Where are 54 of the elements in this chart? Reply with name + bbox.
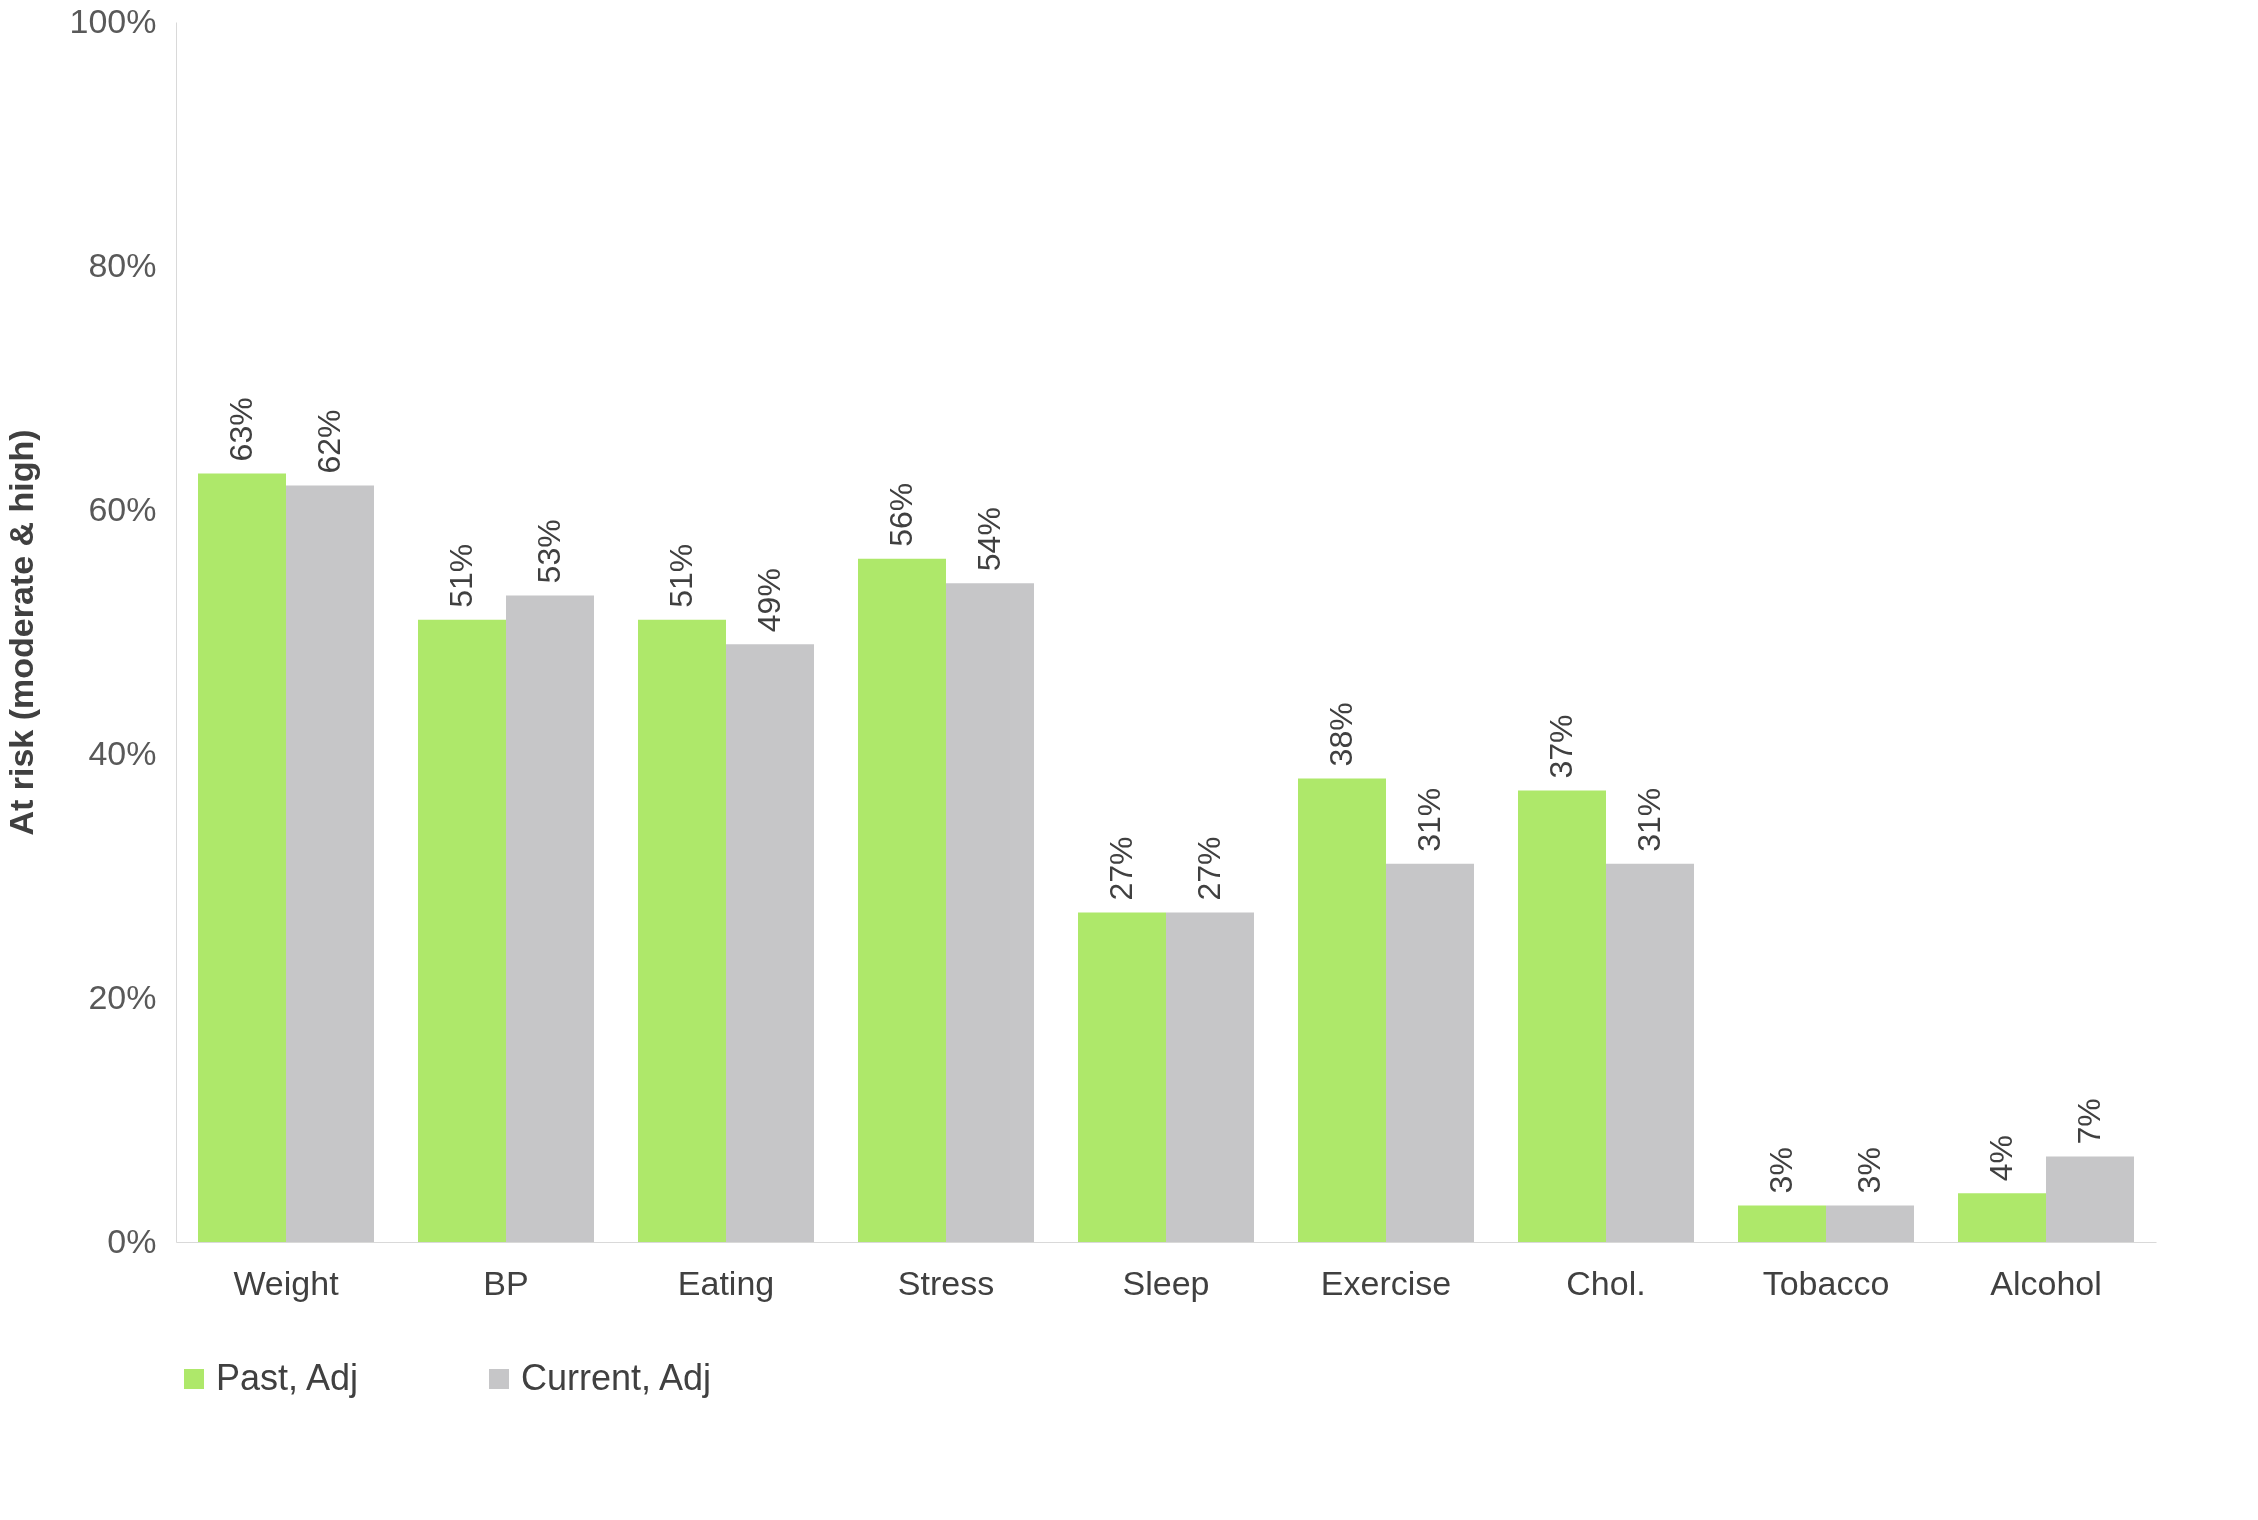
data-label: 3% <box>1851 1147 1887 1194</box>
bar <box>418 619 506 1242</box>
x-tick-label: BP <box>483 1263 529 1302</box>
data-label: 54% <box>971 507 1007 572</box>
data-label: 37% <box>1543 714 1579 779</box>
data-label: 62% <box>311 409 347 474</box>
bar <box>506 595 594 1242</box>
x-tick-label: Tobacco <box>1762 1263 1890 1302</box>
bar <box>1826 1205 1914 1242</box>
bar <box>638 619 726 1242</box>
x-tick-label: Stress <box>897 1263 995 1302</box>
bar <box>1606 863 1694 1242</box>
x-tick-label: Sleep <box>1122 1263 1210 1302</box>
data-label: 7% <box>2071 1098 2107 1145</box>
y-axis-title: At risk (moderate & high) <box>1 429 40 836</box>
legend-label: Current, Adj <box>521 1357 712 1398</box>
bar <box>1518 790 1606 1242</box>
bar <box>1298 778 1386 1242</box>
legend-label: Past, Adj <box>216 1357 359 1398</box>
y-tick-label: 0% <box>107 1221 157 1260</box>
data-label: 63% <box>223 397 259 462</box>
x-tick-label: Weight <box>233 1263 340 1302</box>
bar <box>1386 863 1474 1242</box>
bar <box>198 473 286 1242</box>
data-label: 56% <box>883 482 919 547</box>
bar <box>726 644 814 1242</box>
y-tick-label: 100% <box>69 1 157 40</box>
data-label: 31% <box>1411 787 1447 852</box>
y-tick-label: 20% <box>88 977 157 1016</box>
data-label: 31% <box>1631 787 1667 852</box>
bar <box>1738 1205 1826 1242</box>
x-tick-label: Exercise <box>1320 1263 1452 1302</box>
y-tick-label: 40% <box>88 733 157 772</box>
data-label: 51% <box>443 543 479 608</box>
data-label: 4% <box>1983 1134 2019 1182</box>
data-label: 38% <box>1323 702 1359 767</box>
data-label: 3% <box>1763 1147 1799 1194</box>
bar <box>2046 1156 2134 1242</box>
x-tick-label: Eating <box>677 1263 775 1302</box>
data-label: 49% <box>751 568 787 633</box>
x-tick-label: Chol. <box>1566 1263 1646 1302</box>
data-label: 51% <box>663 543 699 608</box>
bar <box>946 583 1034 1242</box>
bar <box>1078 912 1166 1242</box>
data-label: 27% <box>1103 836 1139 901</box>
bar <box>858 558 946 1242</box>
data-label: 27% <box>1191 836 1227 901</box>
bar <box>286 485 374 1242</box>
y-tick-label: 80% <box>88 245 157 284</box>
bar <box>1958 1193 2046 1242</box>
x-tick-label: Alcohol <box>1990 1263 2102 1302</box>
data-label: 53% <box>531 519 567 584</box>
bar <box>1166 912 1254 1242</box>
y-tick-label: 60% <box>88 489 157 528</box>
